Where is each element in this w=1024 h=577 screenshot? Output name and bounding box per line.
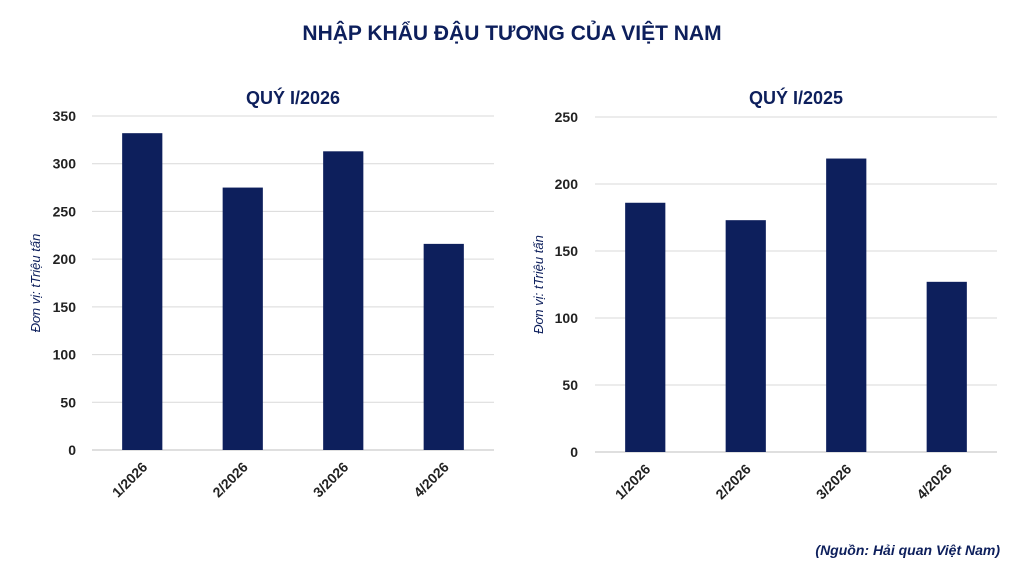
x-tick-label: 2/2026 xyxy=(209,459,251,501)
y-tick-label: 0 xyxy=(68,442,76,458)
x-tick-label: 2/2026 xyxy=(712,461,754,503)
y-tick-label: 50 xyxy=(60,394,76,410)
bar xyxy=(423,243,464,450)
x-tick-label: 3/2026 xyxy=(310,459,352,501)
y-tick-label: 100 xyxy=(53,347,77,363)
bar xyxy=(625,202,666,452)
y-tick-label: 50 xyxy=(562,377,578,393)
page-title: NHẬP KHẨU ĐẬU TƯƠNG CỦA VIỆT NAM xyxy=(302,22,722,45)
x-tick-label: 4/2026 xyxy=(913,461,955,503)
y-tick-label: 0 xyxy=(570,444,578,460)
y-tick-label: 250 xyxy=(555,109,579,125)
bar xyxy=(926,281,967,452)
bar xyxy=(122,133,163,451)
y-tick-label: 100 xyxy=(555,310,579,326)
y-tick-label: 300 xyxy=(53,156,77,172)
chart-title: QUÝ I/2025 xyxy=(749,87,843,108)
y-tick-label: 200 xyxy=(555,176,579,192)
bar xyxy=(725,220,766,452)
x-tick-label: 1/2026 xyxy=(612,461,654,503)
bar xyxy=(323,151,364,450)
y-axis-label: Đơn vị: tTriệu tấn xyxy=(531,235,546,334)
bar xyxy=(826,158,867,453)
y-tick-label: 150 xyxy=(53,299,77,315)
y-tick-label: 200 xyxy=(53,251,77,267)
x-tick-label: 3/2026 xyxy=(813,461,855,503)
y-tick-label: 150 xyxy=(555,243,579,259)
chart-title: QUÝ I/2026 xyxy=(246,87,340,108)
source-note: (Nguồn: Hải quan Việt Nam) xyxy=(815,542,1000,558)
y-axis-label: Đơn vị: tTriệu tấn xyxy=(28,234,43,333)
bar xyxy=(222,187,263,451)
x-tick-label: 1/2026 xyxy=(109,459,151,501)
y-tick-label: 350 xyxy=(53,108,77,124)
x-tick-label: 4/2026 xyxy=(410,459,452,501)
y-tick-label: 250 xyxy=(53,203,77,219)
